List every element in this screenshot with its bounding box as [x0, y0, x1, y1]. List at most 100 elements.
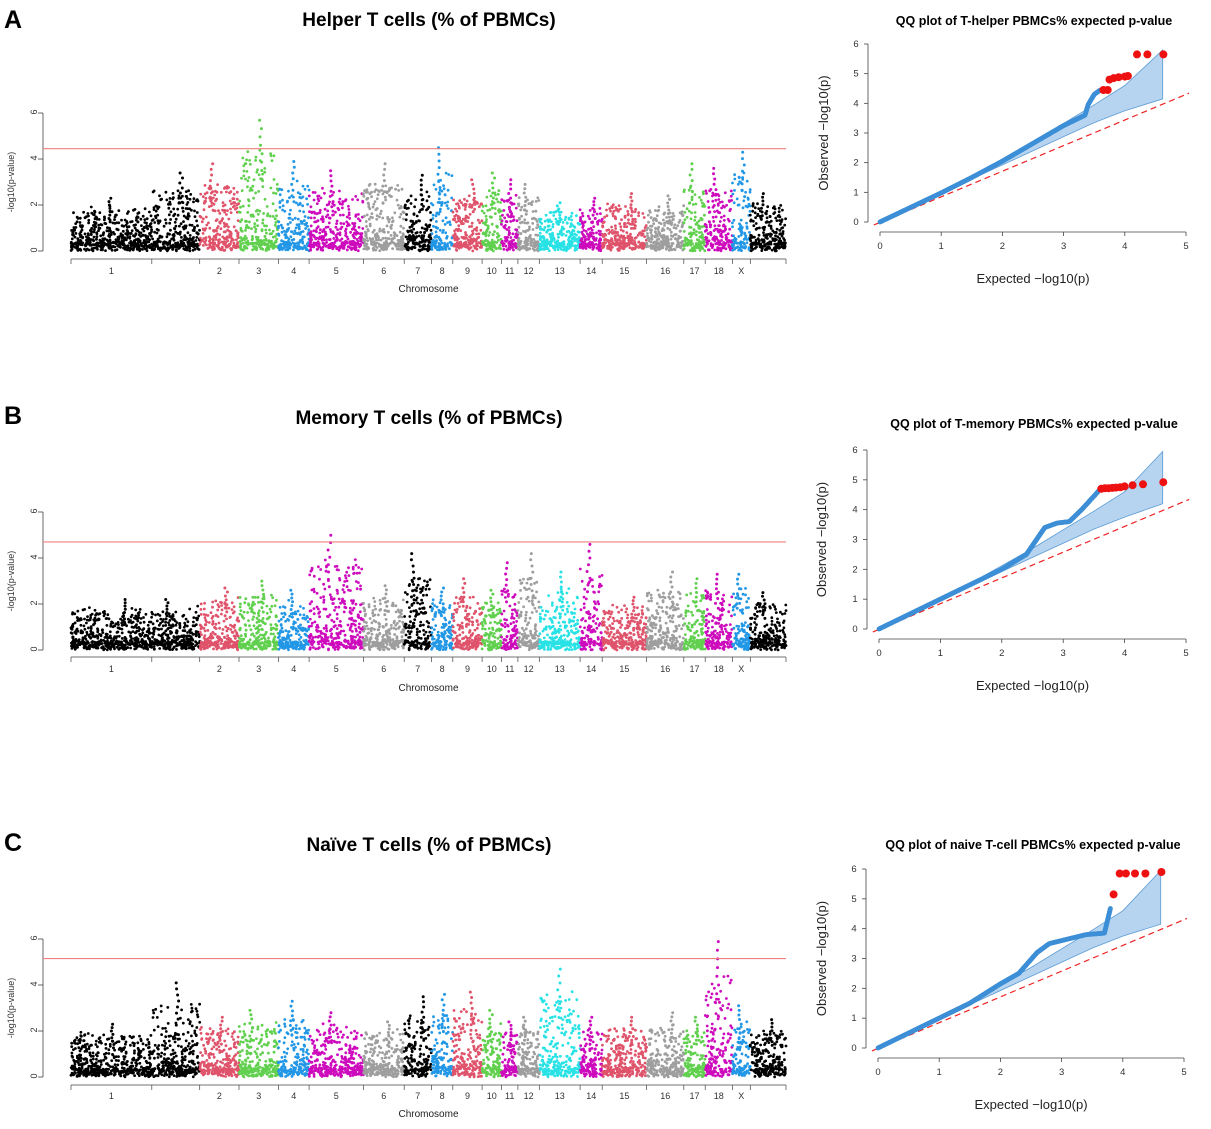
snp-point	[361, 199, 365, 203]
snp-point	[500, 241, 504, 244]
snp-point	[260, 228, 264, 232]
snp-point	[256, 208, 259, 212]
snp-point	[495, 235, 499, 239]
snp-point	[654, 240, 657, 244]
snp-point	[338, 197, 342, 201]
snp-point	[536, 196, 540, 200]
snp-point	[696, 246, 699, 249]
snp-point	[188, 234, 192, 237]
snp-point	[86, 212, 90, 215]
snp-point	[657, 208, 661, 212]
snp-point	[289, 221, 292, 224]
snp-point	[541, 247, 545, 251]
snp-point	[106, 226, 109, 230]
snp-point	[731, 225, 734, 229]
snp-point	[475, 229, 479, 232]
snp-point	[229, 207, 232, 211]
snp-point	[170, 237, 174, 241]
snp-point	[731, 221, 734, 225]
snp-point	[91, 243, 95, 247]
qq-x-tick-label: 1	[939, 241, 944, 252]
snp-point	[744, 204, 748, 208]
snp-point	[292, 248, 295, 252]
snp-point	[124, 223, 128, 227]
snp-point	[605, 229, 609, 232]
snp-point	[746, 198, 750, 201]
snp-peak-point	[761, 203, 765, 207]
snp-point	[122, 224, 126, 228]
snp-point	[760, 245, 764, 248]
snp-point	[477, 235, 481, 239]
snp-point	[536, 223, 540, 227]
snp-point	[614, 224, 617, 228]
snp-point	[186, 217, 190, 221]
snp-point	[748, 237, 752, 241]
snp-point	[441, 231, 444, 234]
snp-point	[297, 225, 301, 229]
snp-point	[148, 210, 151, 214]
snp-peak-point	[557, 207, 561, 211]
snp-point	[353, 224, 356, 228]
snp-point	[309, 241, 312, 245]
snp-point	[703, 223, 707, 226]
snp-point	[115, 240, 119, 244]
snp-point	[666, 226, 670, 230]
snp-point	[244, 162, 248, 166]
snp-point	[591, 246, 595, 250]
snp-point	[95, 235, 99, 239]
snp-point	[318, 228, 322, 232]
snp-point	[391, 219, 395, 223]
snp-point	[545, 230, 549, 234]
snp-point	[174, 248, 178, 252]
snp-point	[517, 244, 521, 248]
snp-point	[569, 222, 573, 226]
snp-point	[126, 236, 129, 239]
snp-point	[236, 242, 240, 245]
snp-peak-point	[260, 169, 264, 172]
snp-point	[309, 216, 313, 220]
snp-point	[151, 237, 155, 241]
snp-point	[282, 242, 286, 245]
chromosome-label: 1	[109, 266, 114, 276]
chromosome-label: 10	[487, 266, 497, 276]
snp-point	[505, 228, 509, 231]
snp-point	[727, 219, 731, 223]
snp-peak-point	[491, 186, 495, 190]
snp-point	[655, 214, 659, 218]
snp-point	[758, 226, 761, 230]
snp-point	[387, 189, 390, 193]
manhattan-plot-helper: Helper T cells (% of PBMCs)0246-log10(p-…	[6, 10, 787, 295]
snp-point	[756, 237, 760, 241]
snp-point	[103, 215, 106, 219]
snp-point	[493, 230, 496, 234]
snp-point	[381, 247, 385, 251]
snp-point	[232, 197, 236, 201]
snp-point	[490, 222, 494, 226]
snp-point	[779, 222, 782, 226]
snp-point	[756, 202, 759, 206]
snp-point	[434, 225, 438, 229]
snp-point	[625, 231, 629, 235]
snp-point	[192, 197, 196, 201]
snp-point	[464, 216, 468, 220]
snp-point	[143, 207, 147, 211]
snp-point	[621, 229, 625, 233]
snp-peak-point	[329, 169, 333, 173]
snp-point	[599, 238, 603, 242]
snp-point	[660, 234, 664, 238]
snp-peak-point	[666, 205, 670, 208]
snp-point	[602, 244, 606, 248]
snp-point	[289, 243, 292, 247]
snp-point	[409, 202, 413, 205]
snp-point	[538, 217, 542, 221]
snp-point	[375, 207, 379, 210]
snp-point	[777, 206, 781, 210]
snp-point	[749, 219, 753, 223]
snp-point	[217, 209, 220, 213]
snp-peak-point	[741, 157, 744, 161]
snp-peak-point	[712, 182, 716, 186]
snp-point	[287, 227, 291, 230]
snp-point	[606, 244, 609, 248]
snp-point	[603, 215, 606, 219]
snp-point	[408, 238, 412, 241]
